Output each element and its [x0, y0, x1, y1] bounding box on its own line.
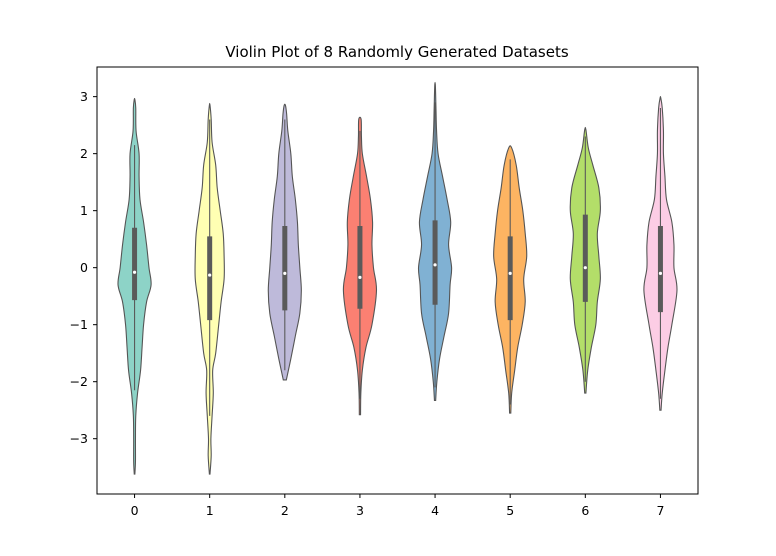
x-tick-label-3: 3: [356, 503, 364, 518]
violin-0-median: [132, 270, 137, 274]
y-tick-label-3: 3: [80, 89, 88, 104]
x-tick-label-6: 6: [581, 503, 589, 518]
x-tick-label-0: 0: [131, 503, 139, 518]
violin-3-median: [358, 275, 362, 279]
x-tick-label-1: 1: [206, 503, 214, 518]
y-tick-label-0: 0: [80, 260, 88, 275]
axes-group: −3 −2 −1 0 1 2 3 0 1 2 3 4 5 6 7: [70, 66, 699, 518]
plot-frame: [96, 66, 699, 495]
x-tick-label-5: 5: [506, 503, 514, 518]
violin-5-median: [508, 271, 512, 275]
x-tick-label-4: 4: [431, 503, 439, 518]
y-tick-label--2: −2: [70, 374, 88, 389]
x-tick-label-2: 2: [281, 503, 289, 518]
violins-group: [117, 81, 678, 475]
violin-7-median: [658, 271, 663, 275]
violin-1-median: [208, 273, 212, 277]
y-tick-label--1: −1: [70, 317, 88, 332]
chart-title: Violin Plot of 8 Randomly Generated Data…: [225, 43, 568, 61]
y-tick-label--3: −3: [70, 431, 88, 446]
y-tick-label-1: 1: [80, 203, 88, 218]
y-tick-label-2: 2: [80, 146, 88, 161]
violin-2-median: [283, 271, 287, 275]
violin-6-median: [583, 266, 587, 270]
violin-4-median: [433, 263, 437, 267]
x-tick-label-7: 7: [656, 503, 664, 518]
